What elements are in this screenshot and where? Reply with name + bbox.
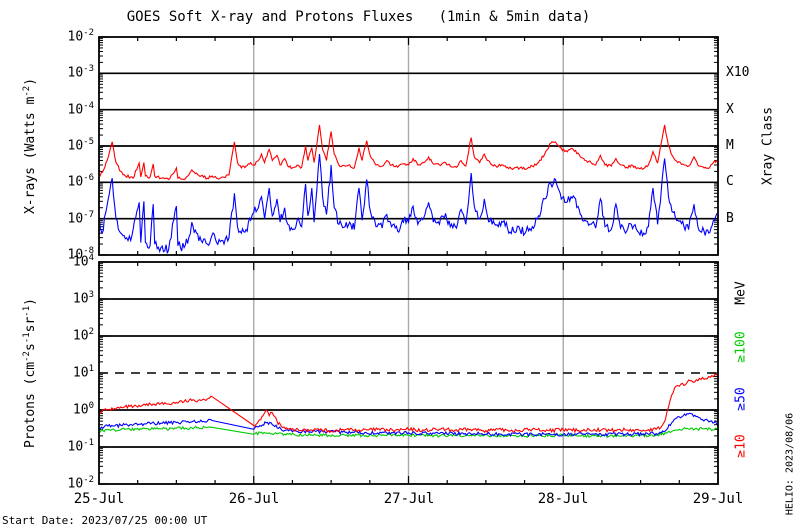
- proton-y-axis-title: Protons (cm-2s-1sr-1): [22, 298, 38, 448]
- credit-text: HELIO: 2023/08/06: [785, 413, 796, 515]
- xray-class-label: M: [726, 138, 734, 153]
- xray-class-label: B: [726, 211, 734, 226]
- proton-panel: [99, 262, 718, 484]
- x-tick-label: 28-Jul: [538, 491, 589, 507]
- chart-title: GOES Soft X-ray and Protons Fluxes (1min…: [99, 9, 618, 25]
- proton-energy-label: ≥10: [734, 434, 749, 457]
- xray-ytick-label: 10-2: [50, 29, 94, 43]
- plot-canvas: [0, 0, 800, 530]
- xray-class-label: X10: [726, 65, 749, 80]
- x-tick-label: 26-Jul: [229, 491, 280, 507]
- x-tick-label: 27-Jul: [384, 491, 435, 507]
- xray-ytick-label: 10-7: [50, 211, 94, 225]
- proton-ytick-label: 101: [50, 365, 94, 379]
- xray-ytick-label: 10-4: [50, 102, 94, 116]
- proton-ytick-label: 104: [50, 254, 94, 268]
- proton-ytick-label: 102: [50, 328, 94, 342]
- xray-ytick-label: 10-6: [50, 174, 94, 188]
- xray-class-label: C: [726, 174, 734, 189]
- xray-class-axis-title: Xray Class: [761, 107, 776, 185]
- x-tick-label: 29-Jul: [693, 491, 744, 507]
- proton-ytick-label: 100: [50, 402, 94, 416]
- proton-ytick-label: 10-1: [50, 439, 94, 453]
- proton-ytick-label: 103: [50, 291, 94, 305]
- start-date-footer: Start Date: 2023/07/25 00:00 UT: [2, 514, 207, 527]
- xray-ytick-label: 10-5: [50, 138, 94, 152]
- xray-ytick-label: 10-3: [50, 65, 94, 79]
- xray-y-axis-title: X-rays (Watts m-2): [22, 78, 38, 214]
- proton-energy-label: MeV: [734, 281, 749, 304]
- xray-class-label: X: [726, 102, 734, 117]
- x-tick-label: 25-Jul: [74, 491, 125, 507]
- proton-energy-label: ≥50: [734, 387, 749, 410]
- goes-flux-chart: GOES Soft X-ray and Protons Fluxes (1min…: [0, 0, 800, 530]
- xray-panel: [99, 37, 718, 255]
- proton-ytick-label: 10-2: [50, 476, 94, 490]
- proton-energy-label: ≥100: [734, 331, 749, 362]
